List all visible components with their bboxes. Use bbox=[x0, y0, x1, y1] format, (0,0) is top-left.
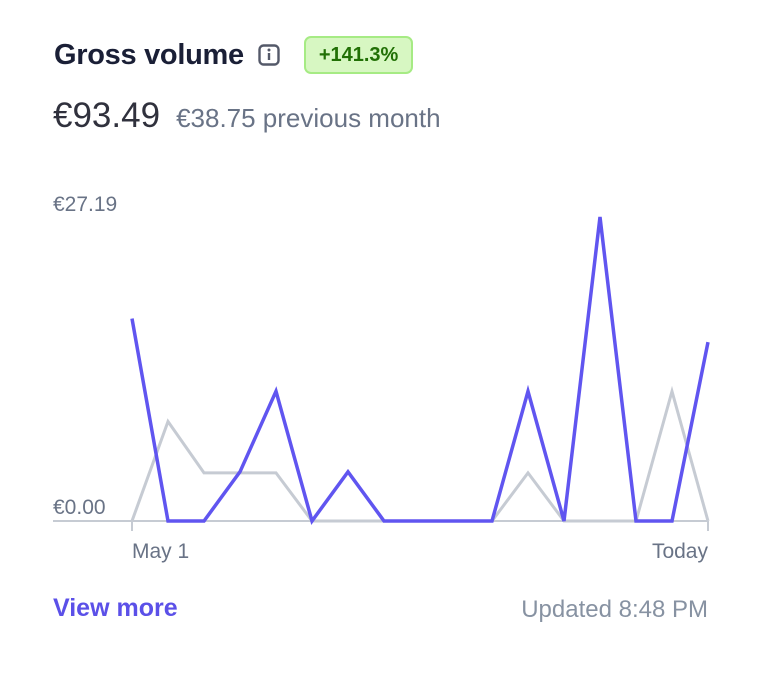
view-more-link[interactable]: View more bbox=[53, 594, 178, 622]
card-header: Gross volume +141.3% bbox=[54, 36, 414, 74]
amount-summary: €93.49 €38.75 previous month bbox=[53, 96, 441, 136]
x-tick-label-end: Today bbox=[652, 540, 709, 563]
updated-timestamp: Updated 8:48 PM bbox=[521, 596, 708, 623]
info-icon[interactable] bbox=[258, 44, 280, 66]
y-tick-label-max: €27.19 bbox=[53, 193, 117, 216]
card-title: Gross volume bbox=[54, 38, 244, 71]
current-series-line bbox=[130, 216, 710, 525]
current-amount: €93.49 bbox=[53, 96, 161, 135]
change-badge: +141.3% bbox=[303, 36, 414, 74]
previous-amount: €38.75 previous month bbox=[176, 103, 441, 133]
series-layer bbox=[130, 216, 710, 525]
x-tick-label-start: May 1 bbox=[132, 540, 189, 563]
y-tick-label-min: €0.00 bbox=[53, 496, 106, 519]
